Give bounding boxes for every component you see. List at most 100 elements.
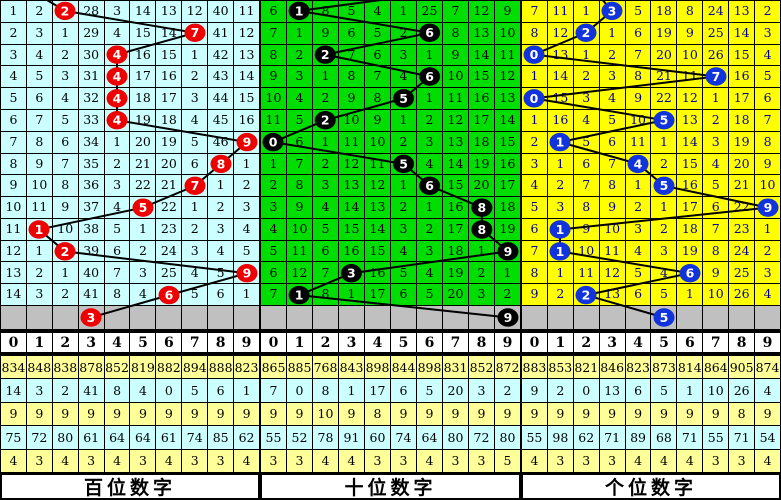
stat-cell: 9 — [339, 402, 365, 427]
stat-cell: 9 — [599, 402, 626, 427]
stat-cell: 3 — [26, 379, 53, 403]
miss-count-cell: 10 — [495, 22, 521, 45]
miss-count-cell: 8 — [365, 88, 391, 110]
miss-count-cell: 43 — [208, 66, 235, 89]
stat-cell: 4 — [417, 449, 443, 473]
miss-count-cell: 2 — [625, 197, 652, 219]
miss-count-cell: 6 — [182, 153, 209, 176]
miss-count-cell: 12 — [287, 262, 313, 285]
miss-count-cell: 5 — [599, 109, 626, 132]
miss-count-cell: 6 — [52, 131, 79, 154]
miss-count-cell: 11 — [365, 153, 391, 176]
miss-count-cell — [522, 44, 548, 67]
miss-count-cell: 1 — [313, 131, 339, 154]
stat-cell: 4 — [522, 449, 548, 473]
stat-cell: 7 — [261, 379, 287, 403]
stat-cell: 80 — [495, 426, 521, 450]
miss-count-cell: 20 — [469, 175, 495, 198]
stat-cell: 3 — [391, 449, 417, 473]
miss-count-cell: 11 — [443, 88, 469, 110]
miss-count-cell: 3 — [651, 240, 678, 263]
miss-count-cell: 19 — [469, 153, 495, 176]
stat-cell: 9 — [417, 402, 443, 427]
stat-cell: 78 — [313, 426, 339, 450]
digit-header-cell: 7 — [182, 333, 209, 352]
stat-cell: 3 — [703, 449, 730, 473]
miss-count-cell: 1 — [573, 1, 600, 23]
miss-count-cell: 4 — [313, 197, 339, 219]
stat-cell: 3 — [130, 449, 157, 473]
miss-count-cell: 6 — [522, 218, 548, 241]
stat-cell: 3 — [26, 449, 53, 473]
stat-cell: 9 — [26, 402, 53, 427]
miss-count-cell: 2 — [651, 218, 678, 241]
miss-count-cell: 1 — [417, 197, 443, 219]
units-panel-title: 个位数字 — [521, 473, 781, 500]
stat-cell: 9 — [234, 402, 260, 427]
units-forecast-row — [521, 306, 781, 329]
miss-count-cell: 8 — [261, 44, 287, 67]
miss-count-cell: 2 — [469, 262, 495, 285]
separator-bar — [0, 329, 260, 333]
miss-count-cell: 3 — [182, 240, 209, 263]
forecast-cell — [261, 306, 287, 329]
miss-count-cell: 13 — [234, 44, 260, 67]
miss-count-cell: 3 — [104, 175, 131, 198]
stat-cell: 852 — [469, 356, 495, 380]
stat-cell: 74 — [391, 426, 417, 450]
forecast-cell — [27, 306, 53, 329]
miss-count-cell: 4 — [417, 153, 443, 176]
stat-cell: 62 — [573, 426, 600, 450]
miss-count-cell: 1 — [182, 197, 209, 219]
forecast-cell — [339, 306, 365, 329]
miss-count-cell: 42 — [208, 44, 235, 67]
digit-header-cell: 4 — [105, 333, 131, 352]
stat-cell: 905 — [729, 356, 756, 380]
stat-cell: 9 — [755, 402, 781, 427]
miss-count-cell: 1 — [313, 66, 339, 89]
miss-count-cell: 22 — [651, 88, 678, 110]
miss-count-cell: 2 — [26, 1, 53, 23]
miss-count-cell: 2 — [130, 240, 157, 263]
digit-header-cell: 6 — [417, 333, 443, 352]
stat-cell: 91 — [339, 426, 365, 450]
miss-count-cell: 38 — [78, 218, 105, 241]
miss-count-cell: 40 — [208, 1, 235, 23]
stat-cell: 885 — [287, 356, 313, 380]
miss-count-cell: 11 — [677, 66, 704, 89]
stat-cell: 8 — [313, 379, 339, 403]
miss-count-cell: 6 — [625, 284, 652, 306]
miss-count-cell: 8 — [26, 131, 53, 154]
miss-count-cell: 16 — [156, 66, 183, 89]
digit-header-cell: 9 — [495, 333, 521, 352]
stat-cell: 864 — [703, 356, 730, 380]
miss-count-cell: 25 — [156, 262, 183, 285]
stat-cell: 4 — [625, 449, 652, 473]
miss-count-cell — [469, 218, 495, 241]
miss-count-cell — [234, 131, 260, 154]
miss-count-cell: 1 — [287, 22, 313, 45]
miss-count-cell: 18 — [495, 197, 521, 219]
miss-count-cell: 29 — [78, 22, 105, 45]
miss-count-cell: 1 — [234, 153, 260, 176]
miss-count-cell — [52, 240, 79, 263]
miss-count-cell: 11 — [495, 44, 521, 67]
miss-count-cell: 3 — [469, 284, 495, 306]
miss-count-cell: 13 — [547, 44, 574, 67]
stat-cell: 831 — [443, 356, 469, 380]
digit-header-cell: 1 — [287, 333, 313, 352]
miss-count-cell — [677, 262, 704, 285]
miss-count-cell: 3 — [234, 197, 260, 219]
forecast-cell — [417, 306, 443, 329]
stat-cell: 14 — [1, 379, 27, 403]
forecast-cell — [1, 306, 27, 329]
stat-cell: 4 — [1, 449, 27, 473]
digit-header-cell: 1 — [548, 333, 574, 352]
miss-count-cell: 9 — [52, 197, 79, 219]
miss-count-cell: 1 — [417, 44, 443, 67]
stat-cell: 4 — [677, 449, 704, 473]
miss-count-cell: 7 — [261, 22, 287, 45]
miss-count-cell: 14 — [469, 44, 495, 67]
forecast-cell — [130, 306, 157, 329]
miss-count-cell: 16 — [729, 66, 756, 89]
